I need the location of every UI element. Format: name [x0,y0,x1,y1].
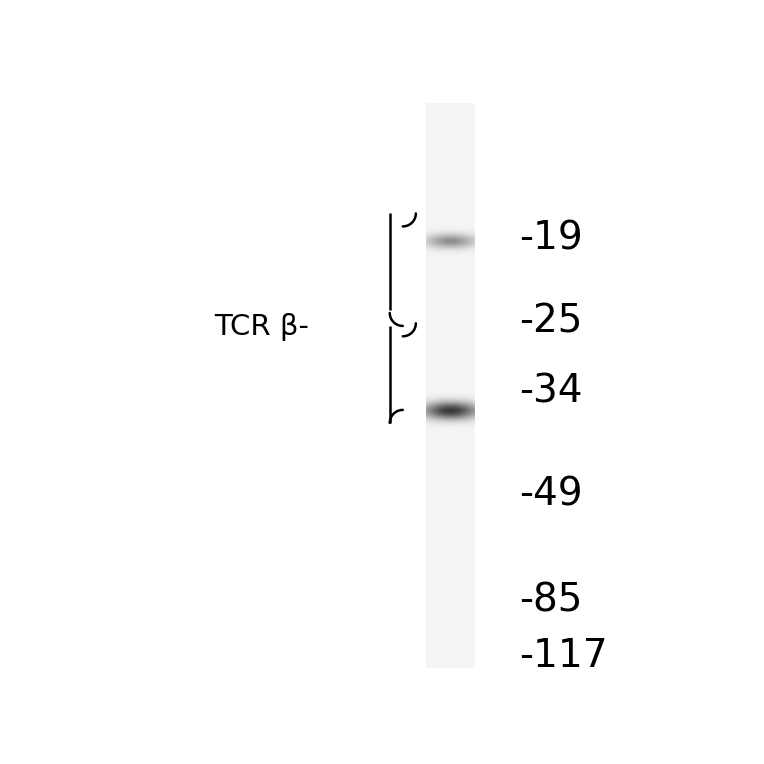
Text: -19: -19 [519,220,583,257]
Text: TCR β-: TCR β- [214,313,309,341]
Text: -49: -49 [519,476,582,513]
Text: -34: -34 [519,373,582,411]
Text: -117: -117 [519,637,607,675]
Text: -85: -85 [519,581,582,620]
Text: -25: -25 [519,302,582,340]
